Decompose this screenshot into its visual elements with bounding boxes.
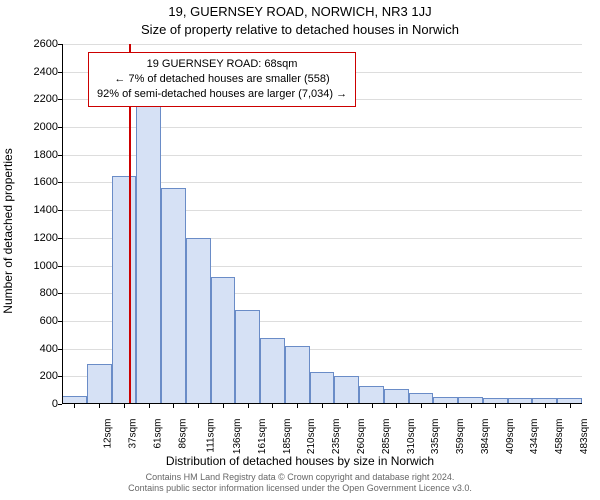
x-tick-label: 384sqm (480, 419, 491, 455)
x-tick-label: 285sqm (381, 419, 392, 455)
x-tick-mark (520, 404, 521, 408)
x-tick-label: 185sqm (282, 419, 293, 455)
x-axis-label: Distribution of detached houses by size … (0, 454, 600, 468)
y-axis-label: Number of detached properties (1, 148, 15, 313)
x-tick-mark (396, 404, 397, 408)
y-tick-label: 400 (20, 343, 58, 355)
y-tick-label: 600 (20, 315, 58, 327)
x-tick-mark (545, 404, 546, 408)
plot-area: 19 GUERNSEY ROAD: 68sqm ← 7% of detached… (62, 44, 582, 404)
x-tick-label: 235sqm (331, 419, 342, 455)
y-tick-label: 1400 (20, 204, 58, 216)
y-tick-label: 2600 (20, 38, 58, 50)
x-tick-mark (421, 404, 422, 408)
x-tick-mark (248, 404, 249, 408)
chart-container: 19, GUERNSEY ROAD, NORWICH, NR3 1JJ Size… (0, 0, 600, 500)
info-box: 19 GUERNSEY ROAD: 68sqm ← 7% of detached… (88, 52, 356, 107)
footnote: Contains HM Land Registry data © Crown c… (0, 472, 600, 495)
page-title: 19, GUERNSEY ROAD, NORWICH, NR3 1JJ (0, 4, 600, 19)
x-tick-label: 434sqm (529, 419, 540, 455)
x-tick-label: 310sqm (406, 419, 417, 455)
x-tick-mark (322, 404, 323, 408)
info-line-2: ← 7% of detached houses are smaller (558… (97, 72, 347, 87)
y-tick-label: 1600 (20, 176, 58, 188)
x-tick-label: 359sqm (455, 419, 466, 455)
y-tick-label: 200 (20, 370, 58, 382)
x-tick-mark (297, 404, 298, 408)
x-tick-label: 136sqm (232, 419, 243, 455)
y-tick-mark (58, 404, 62, 405)
x-tick-label: 37sqm (128, 419, 139, 449)
y-tick-label: 1200 (20, 232, 58, 244)
x-tick-label: 458sqm (554, 419, 565, 455)
x-tick-mark (198, 404, 199, 408)
x-tick-label: 86sqm (177, 419, 188, 449)
x-tick-mark (495, 404, 496, 408)
footnote-line-1: Contains HM Land Registry data © Crown c… (0, 472, 600, 483)
y-tick-label: 2000 (20, 121, 58, 133)
x-tick-label: 335sqm (430, 419, 441, 455)
x-tick-mark (471, 404, 472, 408)
x-tick-label: 210sqm (307, 419, 318, 455)
y-tick-label: 0 (20, 398, 58, 410)
x-tick-label: 483sqm (579, 419, 590, 455)
x-tick-label: 409sqm (505, 419, 516, 455)
info-line-1: 19 GUERNSEY ROAD: 68sqm (97, 57, 347, 72)
x-tick-mark (223, 404, 224, 408)
x-tick-mark (149, 404, 150, 408)
x-tick-mark (570, 404, 571, 408)
x-tick-mark (173, 404, 174, 408)
y-tick-label: 1800 (20, 149, 58, 161)
x-tick-label: 61sqm (152, 419, 163, 449)
x-tick-label: 161sqm (257, 419, 268, 455)
x-tick-mark (372, 404, 373, 408)
x-tick-mark (124, 404, 125, 408)
x-tick-mark (74, 404, 75, 408)
footnote-line-2: Contains public sector information licen… (0, 483, 600, 494)
x-tick-label: 12sqm (103, 419, 114, 449)
x-tick-mark (446, 404, 447, 408)
x-tick-mark (272, 404, 273, 408)
x-tick-label: 260sqm (356, 419, 367, 455)
y-tick-label: 1000 (20, 260, 58, 272)
y-tick-label: 2400 (20, 66, 58, 78)
x-tick-mark (99, 404, 100, 408)
page-subtitle: Size of property relative to detached ho… (0, 22, 600, 37)
y-tick-label: 2200 (20, 93, 58, 105)
y-tick-label: 800 (20, 287, 58, 299)
info-line-3: 92% of semi-detached houses are larger (… (97, 87, 347, 102)
x-tick-label: 111sqm (206, 419, 217, 453)
x-tick-mark (347, 404, 348, 408)
